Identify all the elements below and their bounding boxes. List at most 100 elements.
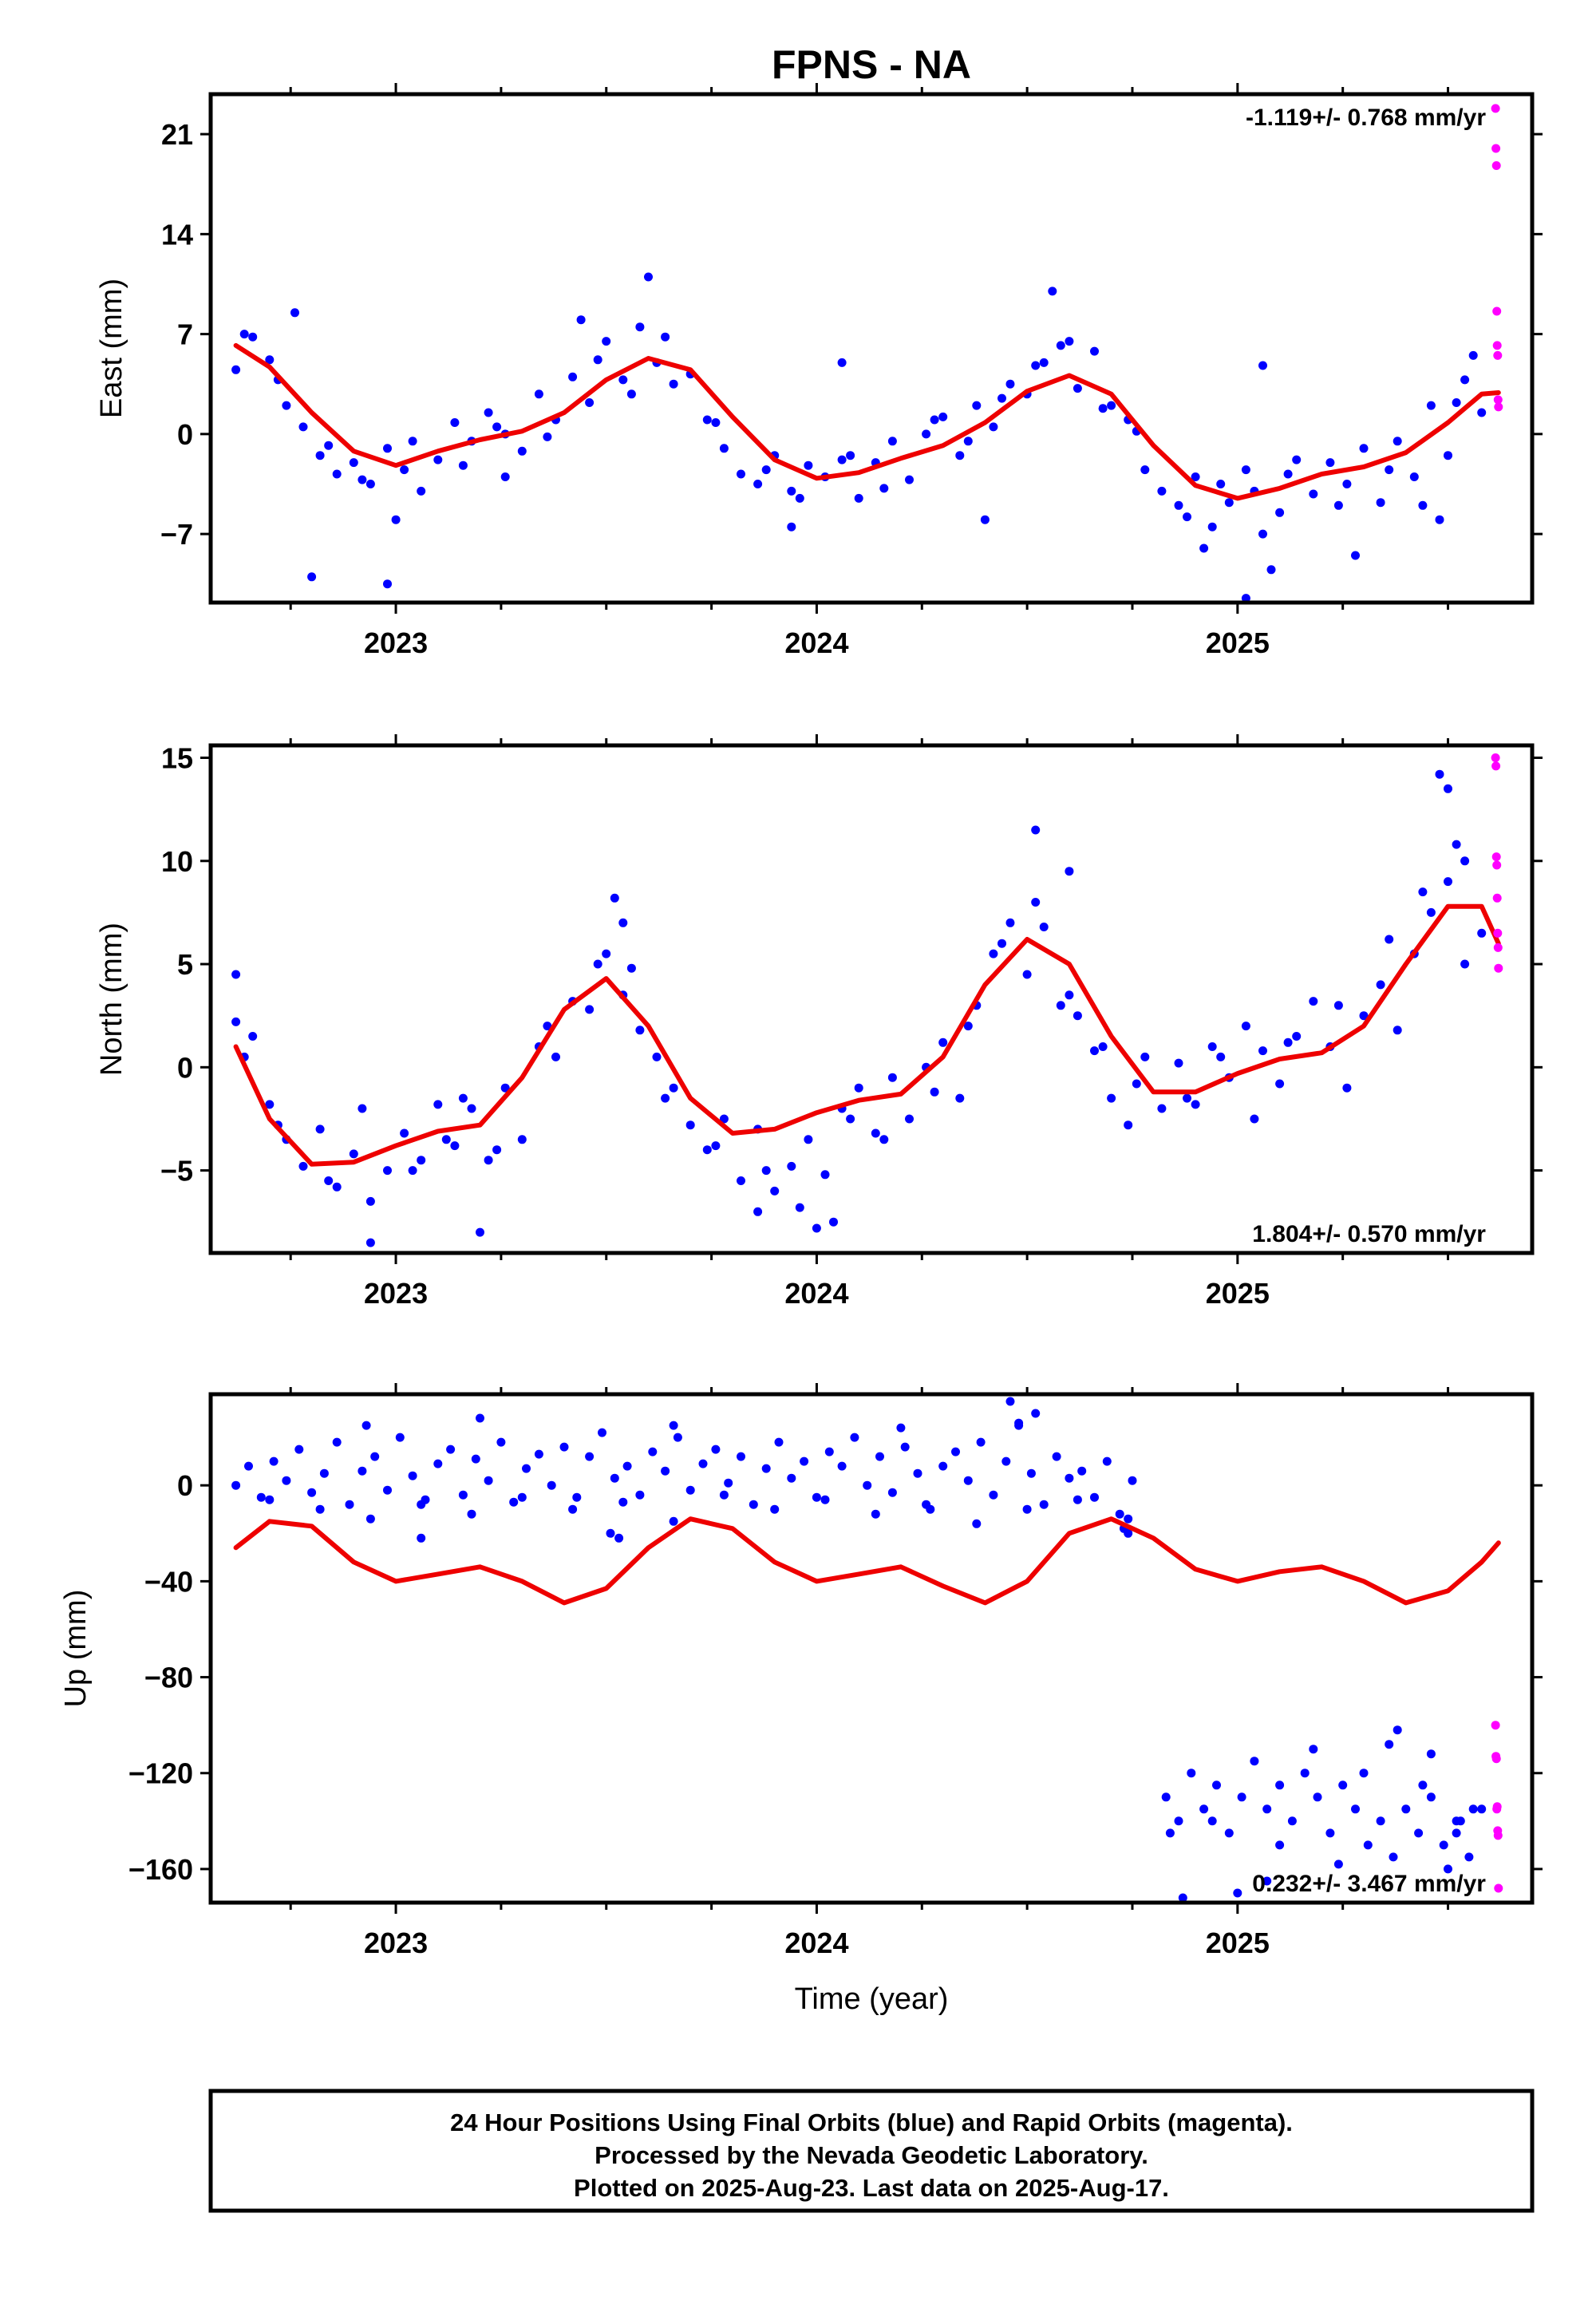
east-final-point: [1275, 508, 1285, 517]
north-final-point: [1090, 1046, 1099, 1056]
north-final-point: [685, 1120, 695, 1130]
north-final-point: [879, 1135, 889, 1144]
north-final-point: [1124, 1120, 1133, 1130]
north-final-point: [1460, 959, 1470, 969]
north-final-point: [543, 1022, 552, 1031]
east-final-point: [1199, 543, 1209, 553]
north-final-point: [787, 1161, 796, 1171]
up-final-point: [669, 1421, 678, 1430]
north-final-point: [719, 1114, 729, 1124]
east-final-point: [307, 572, 317, 582]
north-y-tick-label: −5: [160, 1155, 193, 1188]
east-final-point: [669, 379, 678, 389]
up-final-point: [446, 1445, 456, 1454]
east-final-point: [500, 472, 510, 481]
east-rapid-point: [1492, 306, 1502, 316]
east-final-point: [1342, 480, 1352, 488]
north-final-point: [1250, 1114, 1259, 1124]
up-final-point: [669, 1516, 678, 1526]
up-rapid-point: [1492, 1802, 1502, 1812]
north-final-point: [1207, 1042, 1217, 1051]
east-final-point: [1351, 551, 1360, 560]
east-plot-frame: [208, 92, 1535, 605]
north-final-point: [417, 1156, 426, 1165]
east-final-point: [989, 422, 998, 432]
north-final-point: [661, 1093, 670, 1103]
up-final-point: [800, 1456, 809, 1466]
north-y-tick-label: 0: [177, 1051, 193, 1084]
east-final-point: [787, 486, 796, 496]
up-final-point: [408, 1471, 417, 1480]
up-final-point: [476, 1413, 484, 1423]
east-final-point: [1056, 341, 1065, 350]
up-final-point: [1077, 1466, 1087, 1476]
up-final-point: [559, 1442, 569, 1452]
up-final-point: [509, 1497, 519, 1507]
east-y-tick-label: 0: [177, 418, 193, 451]
east-final-point: [365, 480, 375, 488]
east-final-point: [517, 446, 527, 456]
up-final-point: [622, 1461, 632, 1471]
north-final-point: [711, 1141, 721, 1151]
north-final-point: [349, 1149, 358, 1159]
footer-line-2: Processed by the Nevada Geodetic Laborat…: [595, 2141, 1148, 2169]
north-final-point: [408, 1166, 417, 1176]
up-final-point: [1426, 1792, 1436, 1802]
north-rapid-point: [1491, 761, 1501, 771]
up-final-point: [1325, 1828, 1335, 1838]
north-final-point: [618, 918, 628, 927]
up-final-point: [1359, 1769, 1369, 1778]
up-final-point: [824, 1447, 834, 1456]
footer-frame: [208, 2089, 1535, 2213]
up-final-point: [648, 1447, 658, 1456]
up-final-point: [896, 1423, 906, 1433]
up-final-point: [534, 1449, 543, 1459]
east-y-tick-label: 7: [177, 318, 193, 351]
up-final-point: [972, 1519, 982, 1528]
east-rapid-point: [1493, 350, 1503, 360]
east-final-point: [1333, 500, 1343, 510]
up-final-point: [820, 1495, 830, 1504]
east-final-point: [1418, 500, 1428, 510]
east-final-point: [1393, 437, 1402, 446]
east-final-point: [568, 372, 578, 381]
up-final-point: [1262, 1804, 1272, 1814]
north-final-point: [1258, 1046, 1267, 1056]
east-final-point: [1452, 398, 1461, 407]
north-final-point: [433, 1100, 443, 1109]
east-y-tick-label: −7: [160, 518, 193, 551]
east-final-point: [711, 418, 721, 427]
footer-line-3: Plotted on 2025-Aug-23. Last data on 202…: [574, 2174, 1169, 2202]
east-final-point: [383, 579, 392, 589]
up-final-point: [1313, 1792, 1322, 1802]
up-final-point: [850, 1433, 859, 1442]
up-final-point: [1351, 1804, 1360, 1814]
up-final-point: [719, 1490, 729, 1500]
north-final-point: [1107, 1093, 1116, 1103]
up-data-layer: [231, 1397, 1503, 1903]
east-rate-label: -1.119+/- 0.768 mm/yr: [1246, 105, 1486, 131]
east-plot-area: [211, 94, 1532, 603]
up-final-point: [887, 1488, 897, 1497]
up-y-tick-label: −40: [144, 1565, 193, 1598]
north-final-point: [854, 1083, 863, 1093]
north-final-point: [989, 949, 998, 958]
up-final-point: [1001, 1456, 1011, 1466]
north-final-point: [1241, 1022, 1250, 1031]
north-final-point: [1426, 907, 1436, 917]
up-final-point: [1287, 1816, 1297, 1826]
north-x-tick-label: 2023: [364, 1277, 428, 1310]
up-final-point: [922, 1500, 931, 1509]
up-x-tick-label: 2023: [364, 1927, 428, 1959]
east-final-point: [315, 451, 325, 460]
north-final-point: [585, 1005, 595, 1014]
north-final-point: [652, 1052, 662, 1061]
up-final-point: [572, 1492, 582, 1502]
east-rapid-point: [1492, 341, 1502, 350]
up-final-point: [1026, 1468, 1036, 1478]
up-final-point: [698, 1459, 708, 1468]
east-final-point: [618, 375, 628, 385]
north-final-point: [383, 1166, 392, 1176]
north-final-point: [593, 959, 602, 969]
up-final-point: [471, 1454, 480, 1464]
